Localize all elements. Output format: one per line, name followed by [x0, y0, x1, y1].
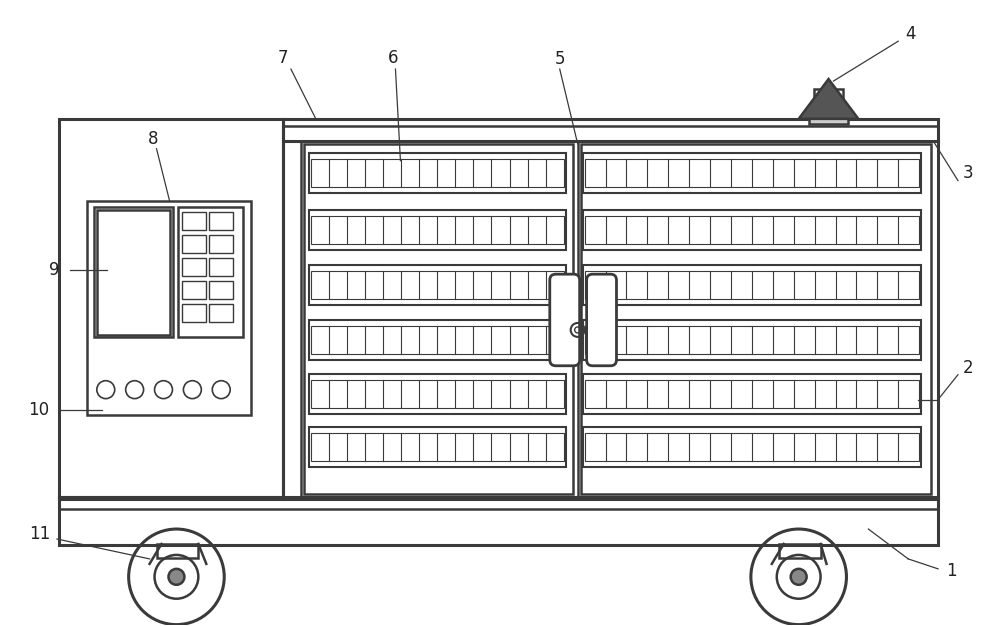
Bar	[94, 207, 173, 337]
Bar	[809, 116, 848, 124]
Text: 7: 7	[278, 49, 288, 67]
Bar	[309, 265, 566, 305]
Bar	[309, 153, 566, 193]
Bar	[209, 212, 233, 230]
Bar	[182, 259, 206, 276]
Bar	[311, 326, 564, 354]
Bar	[304, 144, 573, 494]
Bar	[583, 153, 921, 193]
Bar	[182, 212, 206, 230]
Bar	[311, 380, 564, 408]
Bar	[309, 320, 566, 360]
Text: 8: 8	[148, 130, 159, 148]
Bar	[585, 326, 919, 354]
Bar	[209, 304, 233, 322]
Bar	[178, 207, 243, 337]
Bar	[157, 544, 198, 558]
Bar	[583, 320, 921, 360]
Bar	[97, 210, 170, 335]
Text: 5: 5	[554, 50, 565, 68]
Bar	[779, 544, 821, 558]
FancyBboxPatch shape	[550, 274, 580, 366]
Bar	[283, 119, 938, 499]
Bar	[583, 374, 921, 414]
Bar	[583, 210, 921, 250]
Text: 11: 11	[29, 525, 51, 543]
Text: 3: 3	[963, 163, 973, 182]
Bar	[583, 265, 921, 305]
Text: 9: 9	[49, 261, 59, 279]
Bar	[182, 281, 206, 299]
Text: 1: 1	[946, 562, 956, 580]
Text: 2: 2	[963, 359, 973, 377]
FancyBboxPatch shape	[587, 274, 616, 366]
Bar	[585, 158, 919, 187]
Bar	[311, 158, 564, 187]
Polygon shape	[799, 79, 858, 119]
Bar	[581, 144, 931, 494]
Bar	[209, 281, 233, 299]
Bar	[311, 433, 564, 461]
Bar	[209, 259, 233, 276]
Bar	[87, 200, 251, 414]
Text: 4: 4	[905, 25, 915, 43]
Bar	[585, 380, 919, 408]
Bar	[182, 235, 206, 254]
Circle shape	[168, 569, 184, 585]
Text: 10: 10	[28, 401, 50, 419]
Bar	[182, 304, 206, 322]
Bar	[311, 271, 564, 299]
Bar	[59, 119, 283, 499]
Bar	[309, 374, 566, 414]
Bar	[585, 433, 919, 461]
Bar	[309, 428, 566, 468]
Text: 6: 6	[388, 49, 399, 67]
Bar	[311, 217, 564, 244]
Circle shape	[791, 569, 807, 585]
Bar	[814, 89, 843, 119]
Bar	[59, 497, 938, 545]
Bar	[585, 217, 919, 244]
Bar	[209, 235, 233, 254]
Bar	[583, 428, 921, 468]
Bar	[309, 210, 566, 250]
Bar	[585, 271, 919, 299]
